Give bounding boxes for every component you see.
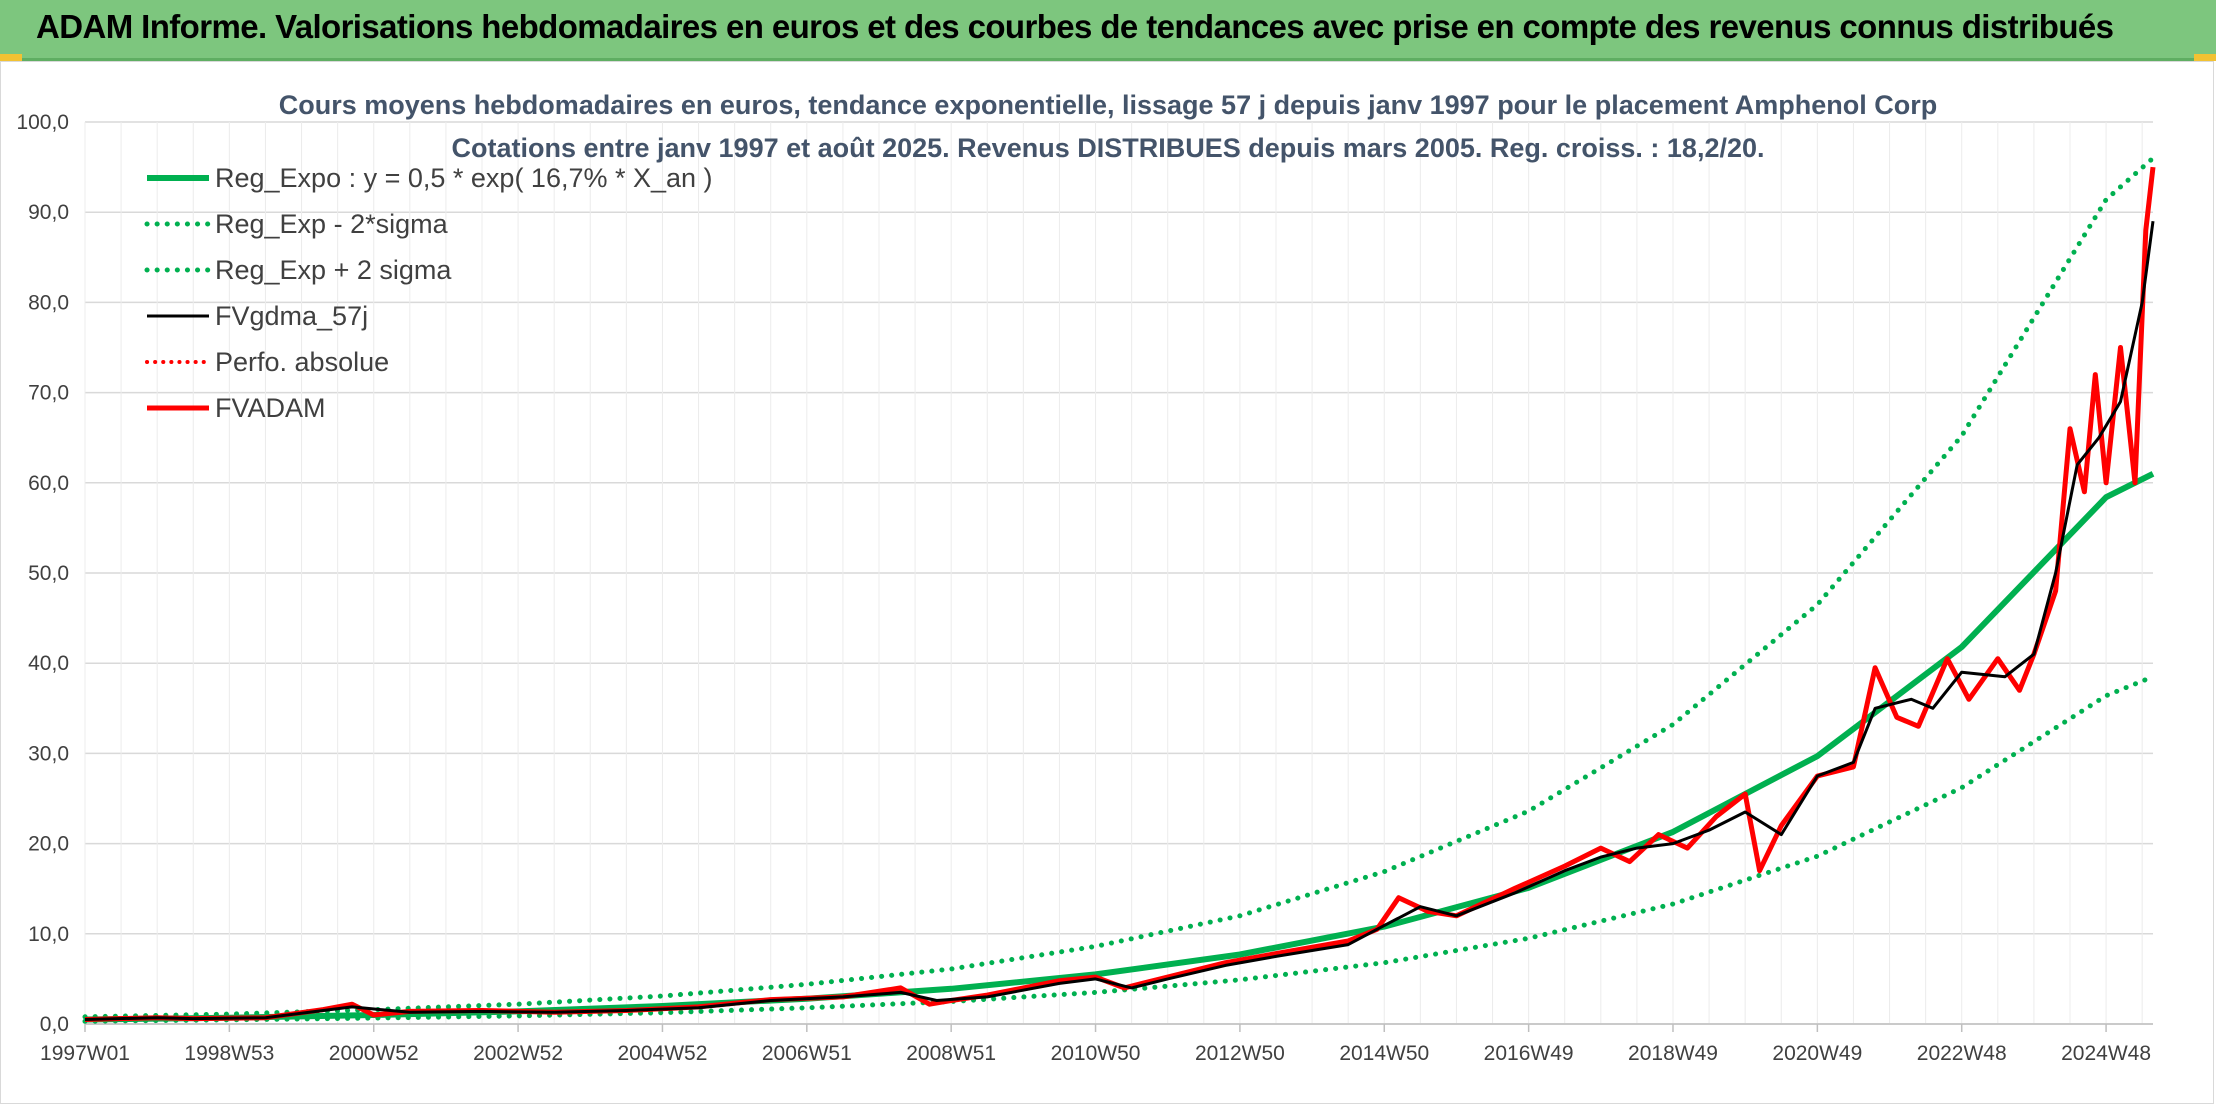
report-banner: ADAM Informe. Valorisations hebdomadaire…: [0, 0, 2216, 61]
chart-area: 0,0 10,0 20,0 30,0 40,0 50,0 60,0 70,0 80,0 90,0 1…: [0, 61, 2214, 1104]
legend-entry: Reg_Expo : y = 0,5 * exp( 16,7% * X_an ): [215, 163, 713, 193]
axes: 0,0 10,0 20,0 30,0 40,0 50,0 60,0 70,0 80,0 90,0 1…: [16, 111, 2153, 1065]
legend-entry: Reg_Exp + 2 sigma: [215, 255, 452, 285]
y-tick-label: 0,0: [40, 1013, 69, 1036]
legend-entry: FVgdma_57j: [215, 301, 368, 331]
series-line-3: [84, 221, 2155, 1021]
chart-legend: Reg_Expo : y = 0,5 * exp( 16,7% * X_an )…: [144, 163, 713, 423]
y-tick-label: 70,0: [28, 382, 69, 405]
y-tick-label: 90,0: [28, 201, 69, 224]
x-tick-label: 2000W52: [329, 1042, 419, 1065]
x-tick-label: 2022W48: [1917, 1042, 2007, 1065]
series-line-1: [82, 674, 2156, 1024]
x-tick-label: 1997W01: [40, 1042, 130, 1065]
x-tick-label: 2020W49: [1772, 1042, 1862, 1065]
series-line-2: [82, 155, 2156, 1020]
banner-corner-right: [2194, 54, 2216, 61]
y-tick-label: 50,0: [28, 562, 69, 585]
x-tick-label: 2004W52: [617, 1042, 707, 1065]
legend-entry: Perfo. absolue: [215, 347, 389, 377]
line-chart: 0,0 10,0 20,0 30,0 40,0 50,0 60,0 70,0 80,0 90,0 1…: [16, 90, 2156, 1065]
legend-entry: FVADAM: [215, 393, 326, 423]
x-tick-label: 2012W50: [1195, 1042, 1285, 1065]
y-tick-label: 20,0: [28, 833, 69, 856]
y-tick-label: 10,0: [28, 923, 69, 946]
banner-corner-left: [0, 54, 22, 61]
chart-subtitle: Cotations entre janv 1997 et août 2025. …: [451, 133, 1764, 163]
x-tick-label: 2014W50: [1339, 1042, 1429, 1065]
y-tick-label: 60,0: [28, 472, 69, 495]
x-tick-label: 2018W49: [1628, 1042, 1718, 1065]
x-tick-label: 2010W50: [1051, 1042, 1141, 1065]
grid-lines: [84, 121, 2153, 1025]
x-tick-label: 2002W52: [473, 1042, 563, 1065]
x-tick-label: 2016W49: [1484, 1042, 1574, 1065]
chart-title: Cours moyens hebdomadaires en euros, ten…: [279, 90, 1937, 120]
x-tick-label: 2008W51: [906, 1042, 996, 1065]
x-tick-label: 2024W48: [2061, 1042, 2151, 1065]
y-tick-label: 100,0: [16, 111, 69, 134]
legend-entry: Reg_Exp - 2*sigma: [215, 209, 449, 239]
x-tick-label: 1998W53: [184, 1042, 274, 1065]
series-lines: [82, 155, 2156, 1024]
report-title: ADAM Informe. Valorisations hebdomadaire…: [36, 8, 2114, 45]
series-line-5: [84, 166, 2156, 1022]
y-tick-label: 30,0: [28, 742, 69, 765]
y-tick-label: 40,0: [28, 652, 69, 675]
y-tick-label: 80,0: [28, 291, 69, 314]
x-tick-label: 2006W51: [762, 1042, 852, 1065]
series-line-0: [84, 471, 2155, 1023]
